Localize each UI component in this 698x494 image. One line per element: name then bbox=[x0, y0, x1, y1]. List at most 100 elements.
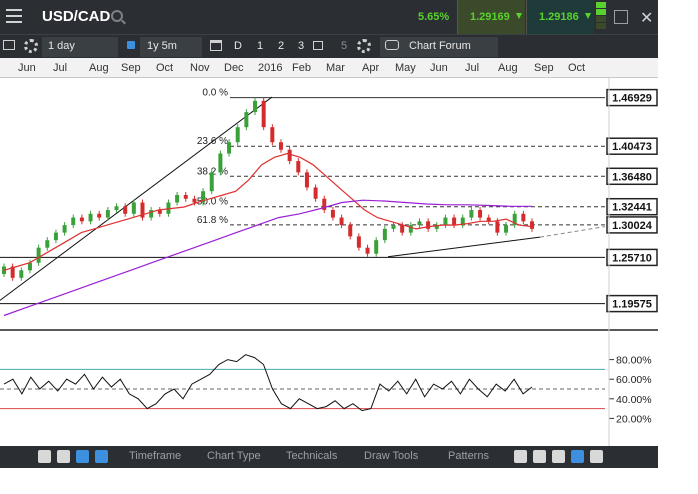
tab-patterns[interactable]: Patterns bbox=[448, 450, 489, 462]
price-label: 1.30024 bbox=[612, 220, 653, 232]
month-label: Aug bbox=[498, 62, 518, 74]
price-chart[interactable]: 0.0 %23.6 %38.2 %50.0 %61.8 %1.469291.40… bbox=[0, 78, 658, 448]
view-button-d[interactable]: D bbox=[234, 40, 242, 52]
candle bbox=[270, 127, 275, 143]
symbol-label[interactable]: USD/CAD bbox=[42, 8, 111, 25]
tab-technicals[interactable]: Technicals bbox=[286, 450, 338, 462]
candle bbox=[382, 228, 387, 241]
magnet-icon[interactable] bbox=[95, 450, 108, 463]
candle bbox=[253, 100, 258, 113]
candle bbox=[296, 161, 301, 173]
close-icon[interactable]: ✕ bbox=[640, 10, 654, 27]
zoom-in-icon[interactable] bbox=[552, 450, 565, 463]
candle bbox=[209, 172, 214, 192]
candle bbox=[19, 270, 24, 278]
candle bbox=[504, 225, 509, 233]
candle bbox=[105, 210, 110, 218]
search-icon[interactable] bbox=[111, 10, 123, 22]
gear-icon[interactable] bbox=[24, 39, 38, 53]
candle bbox=[495, 221, 500, 233]
calendar-icon[interactable] bbox=[210, 40, 222, 51]
buy-price-button[interactable]: 1.29186 bbox=[526, 0, 594, 34]
candle bbox=[330, 210, 335, 218]
candle bbox=[114, 206, 119, 211]
interval-label: 1 day bbox=[48, 40, 75, 52]
sell-price: 1.29169 bbox=[470, 11, 510, 23]
layout-icon[interactable] bbox=[313, 41, 323, 50]
month-label: Aug bbox=[89, 62, 109, 74]
candle bbox=[434, 225, 439, 229]
top-bar: USD/CAD 5.65% 1.29169 1.29186 ✕ bbox=[0, 0, 658, 34]
zoom-out-icon[interactable] bbox=[533, 450, 546, 463]
candle bbox=[374, 240, 379, 254]
price-label: 1.32441 bbox=[612, 202, 652, 214]
candle bbox=[131, 202, 136, 214]
candle bbox=[218, 153, 223, 173]
interval-select[interactable] bbox=[42, 37, 118, 57]
candle bbox=[408, 225, 413, 233]
view-button-3[interactable]: 3 bbox=[298, 40, 305, 52]
block-icon[interactable] bbox=[57, 450, 70, 463]
candle bbox=[304, 172, 309, 188]
signal-icon bbox=[596, 2, 606, 32]
candle bbox=[287, 149, 292, 162]
candle bbox=[313, 187, 318, 199]
price-label-box bbox=[606, 167, 658, 186]
month-label: Jul bbox=[53, 62, 68, 74]
candle bbox=[512, 213, 517, 226]
month-label: May bbox=[395, 62, 416, 74]
bottom-toolbar: Timeframe Chart Type Technicals Draw Too… bbox=[0, 446, 658, 468]
month-label: Feb bbox=[292, 62, 311, 74]
price-label-box bbox=[606, 294, 658, 313]
range-select[interactable] bbox=[140, 37, 202, 57]
candle bbox=[478, 210, 483, 218]
pencil-icon[interactable] bbox=[76, 450, 89, 463]
candle bbox=[166, 202, 171, 214]
lock-icon[interactable] bbox=[127, 41, 135, 49]
candle bbox=[27, 262, 32, 271]
candle bbox=[417, 221, 422, 226]
down-arrow-icon bbox=[516, 13, 522, 19]
tab-draw-tools[interactable]: Draw Tools bbox=[364, 450, 419, 462]
moving-average-red bbox=[3, 152, 533, 271]
crosshair-icon[interactable] bbox=[571, 450, 584, 463]
candle bbox=[452, 217, 457, 226]
popout-icon[interactable] bbox=[614, 10, 628, 24]
candle bbox=[261, 100, 266, 128]
table-icon[interactable] bbox=[590, 450, 603, 463]
month-label: Jun bbox=[18, 62, 36, 74]
candle bbox=[356, 236, 361, 248]
candle bbox=[227, 142, 232, 154]
zoom-search-icon[interactable] bbox=[514, 450, 527, 463]
candle bbox=[486, 217, 491, 222]
timeline-axis: Jun Jul Aug Sep Oct Nov Dec 2016 Feb Mar… bbox=[0, 58, 658, 78]
candle bbox=[521, 213, 526, 222]
candle bbox=[348, 225, 353, 237]
month-label: Jul bbox=[465, 62, 480, 74]
price-label-box bbox=[606, 216, 658, 234]
sell-price-button[interactable]: 1.29169 bbox=[457, 0, 525, 34]
chart-forum-button[interactable] bbox=[380, 37, 498, 57]
month-label: Sep bbox=[121, 62, 141, 74]
view-button-2[interactable]: 2 bbox=[278, 40, 285, 52]
fib-label: 61.8 % bbox=[197, 215, 228, 226]
candle bbox=[400, 225, 405, 233]
price-label: 1.25710 bbox=[612, 252, 652, 264]
tab-chart-type[interactable]: Chart Type bbox=[207, 450, 261, 462]
rsi-tick-label: 80.00% bbox=[616, 355, 652, 367]
candle bbox=[469, 210, 474, 218]
chart-area[interactable]: 0.0 %23.6 %38.2 %50.0 %61.8 %1.469291.40… bbox=[0, 78, 658, 448]
candle bbox=[123, 206, 128, 214]
menu-icon[interactable] bbox=[6, 9, 22, 25]
settings-gear-icon[interactable] bbox=[357, 39, 371, 53]
list-icon[interactable] bbox=[3, 40, 15, 50]
month-label: 2016 bbox=[258, 62, 283, 74]
price-label: 1.36480 bbox=[612, 171, 652, 183]
candle bbox=[62, 225, 67, 233]
fib-label: 38.2 % bbox=[197, 166, 228, 177]
refresh-icon[interactable] bbox=[38, 450, 51, 463]
view-button-1[interactable]: 1 bbox=[257, 40, 264, 52]
candle bbox=[391, 225, 396, 229]
month-label: Jun bbox=[430, 62, 448, 74]
tab-timeframe[interactable]: Timeframe bbox=[129, 450, 182, 462]
